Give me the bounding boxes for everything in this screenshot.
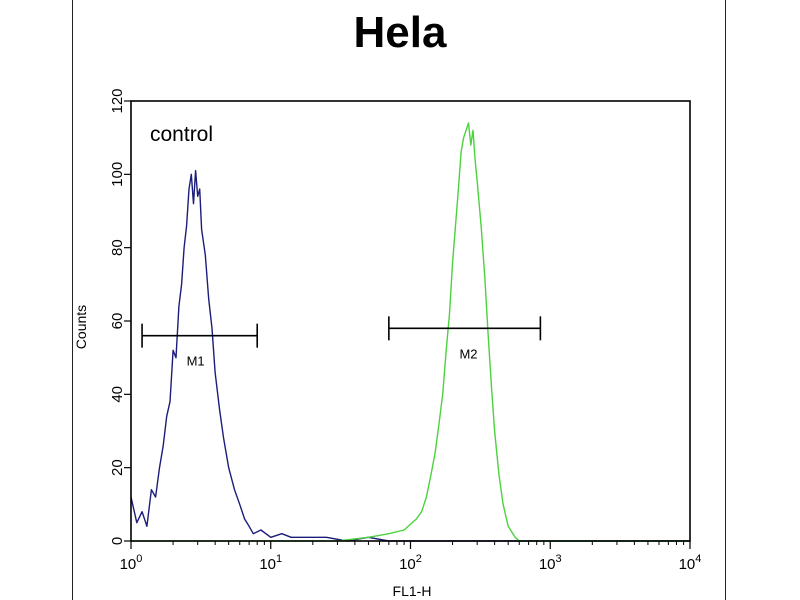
chart-title: Hela — [353, 8, 447, 57]
y-tick-label: 80 — [109, 239, 126, 256]
y-tick-label: 60 — [109, 313, 126, 330]
y-tick-label: 100 — [109, 162, 126, 187]
gate-m1 — [141, 323, 259, 348]
y-tick-label: 0 — [109, 537, 126, 545]
x-tick-label: 101 — [259, 553, 282, 573]
gate-m1-label: M1 — [187, 354, 205, 369]
figure-frame — [72, 0, 726, 600]
x-tick-label: 100 — [120, 553, 143, 573]
histogram-series-1 — [130, 169, 690, 542]
plot-area — [130, 100, 691, 542]
y-axis-label: Counts — [73, 305, 89, 349]
gate-m2 — [388, 316, 542, 341]
histogram-series-2 — [131, 122, 690, 542]
x-tick-label: 104 — [679, 553, 702, 573]
control-label: control — [150, 123, 213, 146]
x-tick-label: 102 — [399, 553, 422, 573]
x-tick-label: 103 — [539, 553, 562, 573]
x-axis-label: FL1-H — [393, 583, 432, 599]
gate-m2-label: M2 — [459, 346, 477, 361]
y-tick-label: 120 — [109, 88, 126, 113]
y-tick-label: 40 — [109, 386, 126, 403]
y-tick-label: 20 — [109, 459, 126, 476]
